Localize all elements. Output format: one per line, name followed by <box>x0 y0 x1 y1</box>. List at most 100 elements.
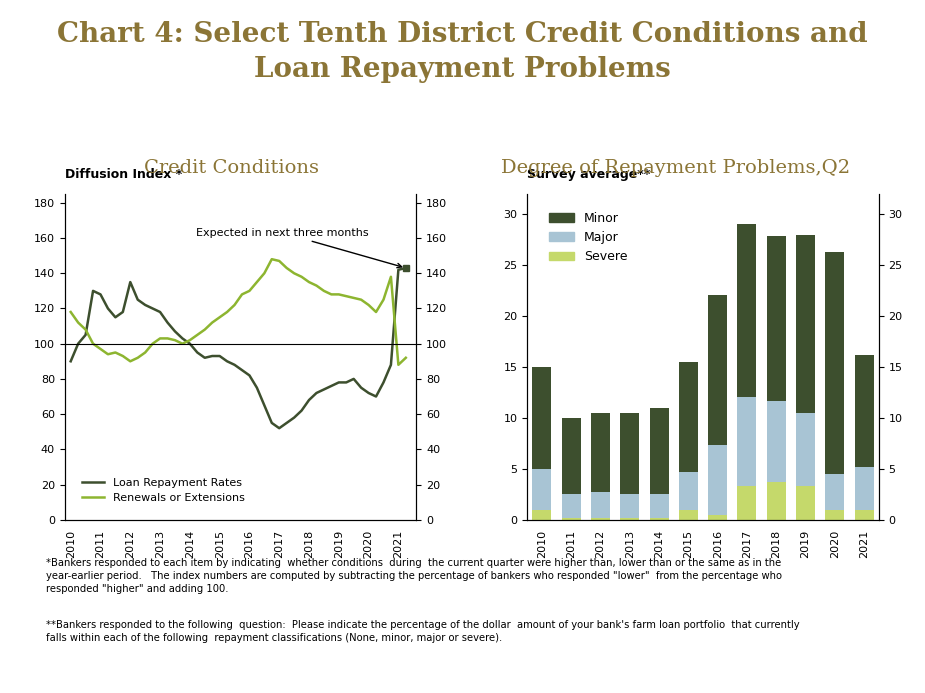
Legend: Minor, Major, Severe: Minor, Major, Severe <box>544 207 633 268</box>
Text: Credit Conditions: Credit Conditions <box>143 159 319 177</box>
Loan Repayment Rates <box>378 378 389 387</box>
Bar <box>737 396 757 486</box>
Loan Repayment Rates <box>199 353 210 362</box>
Bar <box>767 236 785 401</box>
Renewals or Extensions <box>169 336 180 344</box>
Text: *Bankers responded to each item by indicating  whether conditions  during  the c: *Bankers responded to each item by indic… <box>46 558 783 595</box>
Renewals or Extensions <box>191 331 203 339</box>
Renewals or Extensions <box>363 301 374 309</box>
Renewals or Extensions <box>378 295 389 304</box>
Bar <box>767 401 785 482</box>
Text: Chart 4: Select Tenth District Credit Conditions and
Loan Repayment Problems: Chart 4: Select Tenth District Credit Co… <box>57 21 868 83</box>
Bar <box>855 355 873 467</box>
Loan Repayment Rates <box>72 340 83 348</box>
Line: Renewals or Extensions: Renewals or Extensions <box>70 259 406 365</box>
Loan Repayment Rates <box>222 357 233 365</box>
Renewals or Extensions <box>229 301 241 309</box>
Loan Repayment Rates <box>326 382 337 390</box>
Renewals or Extensions <box>206 318 217 326</box>
Renewals or Extensions <box>88 340 99 348</box>
Loan Repayment Rates <box>333 378 344 387</box>
Renewals or Extensions <box>103 350 114 358</box>
Loan Repayment Rates <box>117 308 129 316</box>
Bar <box>621 413 639 494</box>
Renewals or Extensions <box>244 287 255 295</box>
Renewals or Extensions <box>303 278 315 286</box>
Bar <box>796 413 815 486</box>
Renewals or Extensions <box>147 340 158 348</box>
Renewals or Extensions <box>281 264 292 272</box>
Bar <box>591 492 610 518</box>
Renewals or Extensions <box>311 281 322 290</box>
Bar <box>737 486 757 520</box>
Loan Repayment Rates <box>177 334 188 342</box>
Loan Repayment Rates <box>110 313 121 322</box>
Bar <box>825 252 845 474</box>
Loan Repayment Rates <box>229 360 241 369</box>
Renewals or Extensions <box>340 292 352 300</box>
Renewals or Extensions <box>95 345 106 353</box>
Bar <box>767 482 785 520</box>
Renewals or Extensions <box>132 353 143 362</box>
Loan Repayment Rates <box>214 352 225 360</box>
Bar <box>825 474 845 509</box>
Text: Diffusion Index *: Diffusion Index * <box>65 168 182 181</box>
Loan Repayment Rates <box>311 389 322 397</box>
Renewals or Extensions <box>333 290 344 299</box>
Bar <box>709 515 727 520</box>
Text: Expected in next three months: Expected in next three months <box>196 228 401 267</box>
Loan Repayment Rates <box>340 378 352 387</box>
Renewals or Extensions <box>318 287 329 295</box>
Loan Repayment Rates <box>289 414 300 422</box>
Loan Repayment Rates <box>154 308 166 316</box>
Loan Repayment Rates <box>147 304 158 313</box>
Loan Repayment Rates <box>95 290 106 299</box>
Renewals or Extensions <box>355 295 366 304</box>
Bar <box>679 472 697 509</box>
Bar <box>855 509 873 520</box>
Renewals or Extensions <box>274 257 285 265</box>
Bar <box>679 509 697 520</box>
Renewals or Extensions <box>117 352 129 360</box>
Renewals or Extensions <box>214 313 225 322</box>
Bar <box>796 235 815 413</box>
Renewals or Extensions <box>80 326 92 334</box>
Bar <box>737 224 757 396</box>
Loan Repayment Rates <box>348 375 359 383</box>
Renewals or Extensions <box>296 272 307 281</box>
Bar <box>591 413 610 492</box>
Loan Repayment Rates <box>281 419 292 427</box>
Renewals or Extensions <box>326 290 337 299</box>
Renewals or Extensions <box>125 357 136 365</box>
Bar <box>649 494 669 518</box>
Loan Repayment Rates <box>88 287 99 295</box>
Loan Repayment Rates <box>274 424 285 432</box>
Renewals or Extensions <box>177 340 188 348</box>
Renewals or Extensions <box>154 334 166 342</box>
Renewals or Extensions <box>72 318 83 326</box>
Loan Repayment Rates <box>162 318 173 326</box>
Renewals or Extensions <box>162 334 173 342</box>
Bar <box>621 518 639 520</box>
Renewals or Extensions <box>401 353 412 362</box>
Loan Repayment Rates <box>252 383 263 392</box>
Bar <box>855 467 873 509</box>
Renewals or Extensions <box>252 278 263 286</box>
Text: **Bankers responded to the following  question:  Please indicate the percentage : **Bankers responded to the following que… <box>46 620 800 643</box>
Loan Repayment Rates <box>244 371 255 380</box>
Loan Repayment Rates <box>191 349 203 357</box>
Text: Degree of Repayment Problems,Q2: Degree of Repayment Problems,Q2 <box>500 159 850 177</box>
Legend: Loan Repayment Rates, Renewals or Extensions: Loan Repayment Rates, Renewals or Extens… <box>78 473 249 508</box>
Bar <box>825 509 845 520</box>
Renewals or Extensions <box>237 290 248 299</box>
Loan Repayment Rates <box>237 366 248 374</box>
Renewals or Extensions <box>393 360 404 369</box>
Bar <box>561 494 581 518</box>
Renewals or Extensions <box>65 308 76 316</box>
Bar <box>709 446 727 515</box>
Bar <box>591 518 610 520</box>
Renewals or Extensions <box>110 349 121 357</box>
Bar <box>649 407 669 494</box>
Bar <box>679 362 697 472</box>
Loan Repayment Rates <box>80 331 92 339</box>
